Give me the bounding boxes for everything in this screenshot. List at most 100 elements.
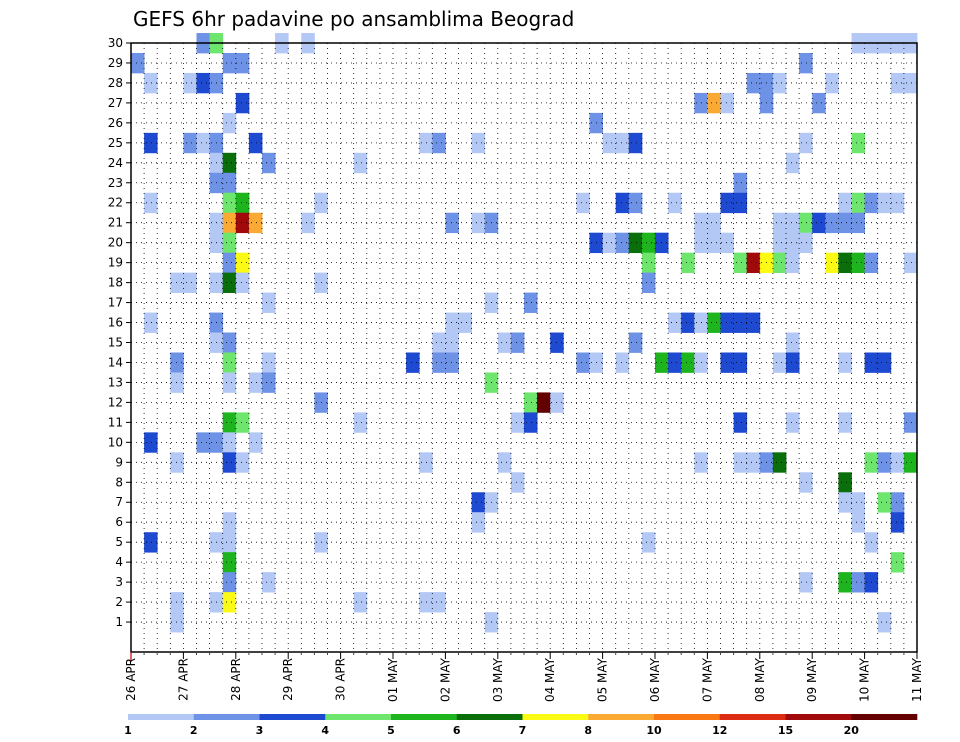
x-tick-label: 01 MAY — [386, 657, 400, 702]
heatmap-cell — [733, 352, 748, 373]
y-tick-label: 5 — [115, 535, 123, 549]
heatmap-cell — [524, 392, 538, 413]
heatmap-cell — [851, 252, 865, 274]
legend-label: 20 — [844, 724, 860, 737]
heatmap-cell — [170, 612, 184, 633]
heatmap-cell — [432, 132, 446, 154]
legend-label: 7 — [519, 724, 527, 737]
heatmap-cell — [301, 212, 315, 234]
color-legend: 1 2 3 4 5 6 7 8 10 12 15 20 — [124, 714, 918, 737]
heatmap-cell — [183, 272, 197, 293]
y-tick-label: 9 — [115, 455, 123, 469]
heatmap-cell — [668, 352, 682, 373]
heatmap-cells — [131, 33, 918, 633]
legend-label: 12 — [712, 724, 727, 737]
heatmap-cell — [524, 292, 538, 313]
heatmap-cell — [235, 452, 250, 473]
legend-label: 8 — [584, 724, 592, 737]
heatmap-cell — [681, 252, 695, 274]
heatmap-cell — [222, 512, 237, 533]
heatmap-cell — [786, 252, 800, 274]
heatmap-cell — [222, 112, 237, 134]
heatmap-cell — [222, 52, 237, 74]
heatmap-cell — [602, 132, 617, 154]
heatmap-cell — [903, 72, 918, 94]
heatmap-cell — [222, 452, 237, 473]
heatmap-cell — [144, 312, 158, 333]
heatmap-cell — [720, 312, 734, 333]
x-tick-label: 06 MAY — [648, 657, 662, 702]
heatmap-cell — [668, 312, 682, 333]
heatmap-cell — [668, 192, 682, 214]
heatmap-cell — [445, 212, 459, 234]
heatmap-cell — [838, 352, 852, 373]
heatmap-cell — [851, 492, 865, 513]
heatmap-cell — [510, 472, 525, 493]
y-tick-label: 28 — [108, 76, 123, 90]
heatmap-cell — [471, 492, 486, 513]
heatmap-cell — [222, 212, 237, 234]
heatmap-cell — [510, 412, 525, 433]
heatmap-cell — [615, 352, 630, 373]
heatmap-cell — [799, 132, 813, 154]
heatmap-cell — [851, 212, 865, 234]
x-tick-label: 03 MAY — [491, 657, 505, 702]
y-tick-label: 30 — [108, 36, 123, 50]
heatmap-cell — [222, 232, 237, 254]
heatmap-cell — [851, 512, 865, 533]
heatmap-cell — [235, 52, 250, 74]
heatmap-cell — [196, 72, 210, 94]
heatmap-cell — [196, 432, 210, 453]
heatmap-cell — [445, 352, 459, 373]
y-tick-label: 15 — [108, 336, 123, 350]
heatmap-cell — [615, 232, 630, 254]
heatmap-cell — [222, 552, 237, 573]
heatmap-cell — [707, 212, 721, 234]
heatmap-cell — [196, 132, 210, 154]
heatmap-cell — [707, 232, 721, 254]
legend-label: 10 — [646, 724, 662, 737]
heatmap-cell — [641, 532, 656, 553]
heatmap-cell — [786, 232, 800, 254]
heatmap-cell — [746, 72, 761, 94]
heatmap-cell — [877, 192, 892, 214]
heatmap-cell — [419, 592, 433, 613]
heatmap-cell — [772, 72, 787, 94]
heatmap-cell — [419, 452, 433, 473]
heatmap-cell — [235, 92, 250, 114]
heatmap-cell — [510, 332, 525, 353]
heatmap-cell — [838, 212, 852, 234]
y-axis-ticks: 1234567891011121314151617181920212223242… — [108, 36, 131, 629]
heatmap-cell — [707, 312, 721, 333]
heatmap-cell — [628, 232, 643, 254]
heatmap-cell — [772, 232, 787, 254]
heatmap-cell — [262, 572, 276, 593]
heatmap-cell — [248, 132, 263, 154]
heatmap-cell — [222, 172, 237, 194]
heatmap-cell — [746, 312, 761, 333]
heatmap-cell — [851, 192, 865, 214]
legend-swatch — [325, 714, 392, 720]
legend-swatch — [193, 714, 260, 720]
heatmap-cell — [838, 252, 852, 274]
legend-label: 1 — [124, 724, 132, 737]
legend-label: 5 — [387, 724, 395, 737]
heatmap-cell — [799, 52, 813, 74]
legend-swatch — [456, 714, 523, 720]
heatmap-cell — [537, 392, 551, 413]
heatmap-cell — [144, 192, 158, 214]
x-tick-label: 29 APR — [281, 658, 295, 701]
y-tick-label: 23 — [108, 176, 123, 190]
heatmap-cell — [602, 232, 617, 254]
heatmap-cell — [825, 212, 839, 234]
heatmap-cell — [877, 612, 892, 633]
legend-label: 15 — [778, 724, 793, 737]
legend-swatch — [391, 714, 458, 720]
x-tick-label: 26 APR — [124, 658, 138, 701]
heatmap-cell — [707, 92, 721, 114]
heatmap-cell — [222, 432, 237, 453]
heatmap-cell — [628, 332, 643, 353]
heatmap-cell — [877, 492, 892, 513]
heatmap-cell — [838, 192, 852, 214]
y-tick-label: 17 — [108, 296, 123, 310]
